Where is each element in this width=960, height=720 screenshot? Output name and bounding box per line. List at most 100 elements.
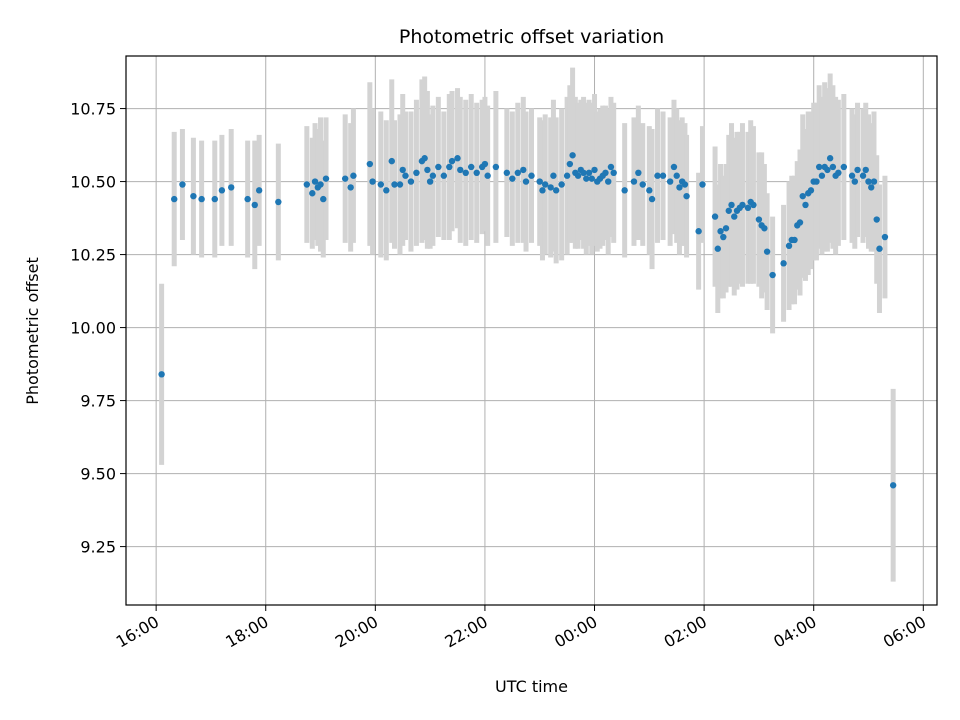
data-point bbox=[558, 181, 565, 188]
data-point bbox=[826, 155, 834, 162]
data-point bbox=[739, 201, 746, 209]
data-point bbox=[851, 178, 859, 185]
data-point bbox=[566, 160, 574, 168]
data-point bbox=[218, 187, 226, 194]
data-point bbox=[509, 175, 516, 182]
data-point bbox=[244, 195, 251, 203]
data-point bbox=[818, 172, 826, 179]
data-point bbox=[796, 219, 804, 226]
data-point bbox=[522, 178, 530, 185]
data-point bbox=[750, 201, 757, 209]
data-point bbox=[399, 166, 406, 174]
data-point bbox=[377, 181, 385, 188]
data-point bbox=[528, 172, 535, 179]
data-point bbox=[514, 169, 522, 177]
chart-title: Photometric offset variation bbox=[399, 26, 664, 48]
data-point bbox=[448, 157, 456, 165]
data-point bbox=[369, 178, 376, 185]
data-point bbox=[190, 192, 197, 200]
data-point bbox=[552, 187, 560, 194]
data-point bbox=[309, 190, 316, 197]
data-point bbox=[539, 187, 546, 194]
data-point bbox=[881, 233, 889, 241]
data-point bbox=[391, 181, 398, 188]
data-point bbox=[720, 233, 727, 241]
data-point bbox=[198, 195, 205, 203]
data-point bbox=[520, 166, 527, 174]
data-point bbox=[585, 169, 593, 177]
data-point bbox=[322, 175, 330, 182]
data-point bbox=[421, 155, 428, 162]
data-point bbox=[862, 166, 869, 174]
data-point bbox=[484, 172, 491, 179]
data-point bbox=[341, 175, 349, 182]
data-point bbox=[683, 192, 690, 200]
data-point bbox=[711, 213, 719, 220]
data-point bbox=[228, 184, 235, 191]
data-point bbox=[829, 163, 837, 171]
data-point bbox=[865, 178, 872, 185]
data-point bbox=[591, 166, 598, 174]
data-point bbox=[563, 172, 571, 179]
data-point bbox=[275, 198, 282, 206]
data-point bbox=[435, 163, 442, 171]
y-tick-label: 9.25 bbox=[80, 538, 116, 557]
y-tick-label: 10.75 bbox=[70, 100, 116, 119]
data-point bbox=[158, 371, 165, 378]
data-point bbox=[763, 248, 771, 255]
data-point bbox=[580, 169, 587, 177]
data-point bbox=[854, 166, 861, 174]
data-point bbox=[780, 260, 787, 267]
data-point bbox=[211, 195, 218, 203]
data-point bbox=[835, 169, 842, 177]
data-point bbox=[468, 163, 475, 171]
data-point bbox=[728, 201, 735, 209]
data-point bbox=[574, 172, 582, 179]
plot-frame bbox=[125, 55, 938, 606]
data-point bbox=[670, 163, 678, 171]
data-point bbox=[870, 178, 878, 185]
data-point bbox=[440, 172, 448, 179]
data-point bbox=[755, 216, 763, 223]
data-point bbox=[699, 181, 706, 188]
data-point bbox=[848, 172, 856, 179]
data-point bbox=[251, 201, 258, 209]
data-point bbox=[744, 204, 752, 212]
data-point bbox=[605, 178, 612, 185]
data-point bbox=[646, 187, 653, 194]
data-point bbox=[588, 175, 595, 182]
data-point bbox=[889, 482, 897, 489]
data-point bbox=[648, 195, 656, 203]
data-point bbox=[179, 181, 186, 188]
data-point bbox=[761, 225, 768, 232]
data-point bbox=[569, 152, 576, 159]
data-point bbox=[503, 169, 511, 177]
data-point bbox=[388, 157, 395, 165]
data-point bbox=[347, 184, 354, 191]
data-point bbox=[429, 172, 437, 179]
data-point bbox=[635, 169, 642, 177]
data-point bbox=[171, 195, 178, 203]
data-point bbox=[583, 175, 590, 182]
data-point bbox=[799, 192, 806, 200]
data-point bbox=[607, 163, 615, 171]
data-point bbox=[630, 178, 638, 185]
data-point bbox=[859, 172, 867, 179]
data-point bbox=[413, 169, 420, 177]
data-point bbox=[602, 169, 609, 177]
data-point bbox=[876, 245, 883, 252]
y-tick-label: 10.50 bbox=[70, 173, 116, 192]
data-point bbox=[396, 181, 404, 188]
data-point bbox=[714, 245, 722, 252]
data-point bbox=[317, 181, 324, 188]
data-point bbox=[785, 242, 793, 250]
data-point bbox=[492, 163, 500, 171]
data-point bbox=[722, 225, 730, 232]
data-point bbox=[446, 163, 453, 171]
data-point bbox=[813, 178, 820, 185]
data-point bbox=[550, 172, 557, 179]
data-point bbox=[462, 169, 469, 177]
data-point bbox=[681, 181, 689, 188]
data-point bbox=[868, 184, 875, 191]
